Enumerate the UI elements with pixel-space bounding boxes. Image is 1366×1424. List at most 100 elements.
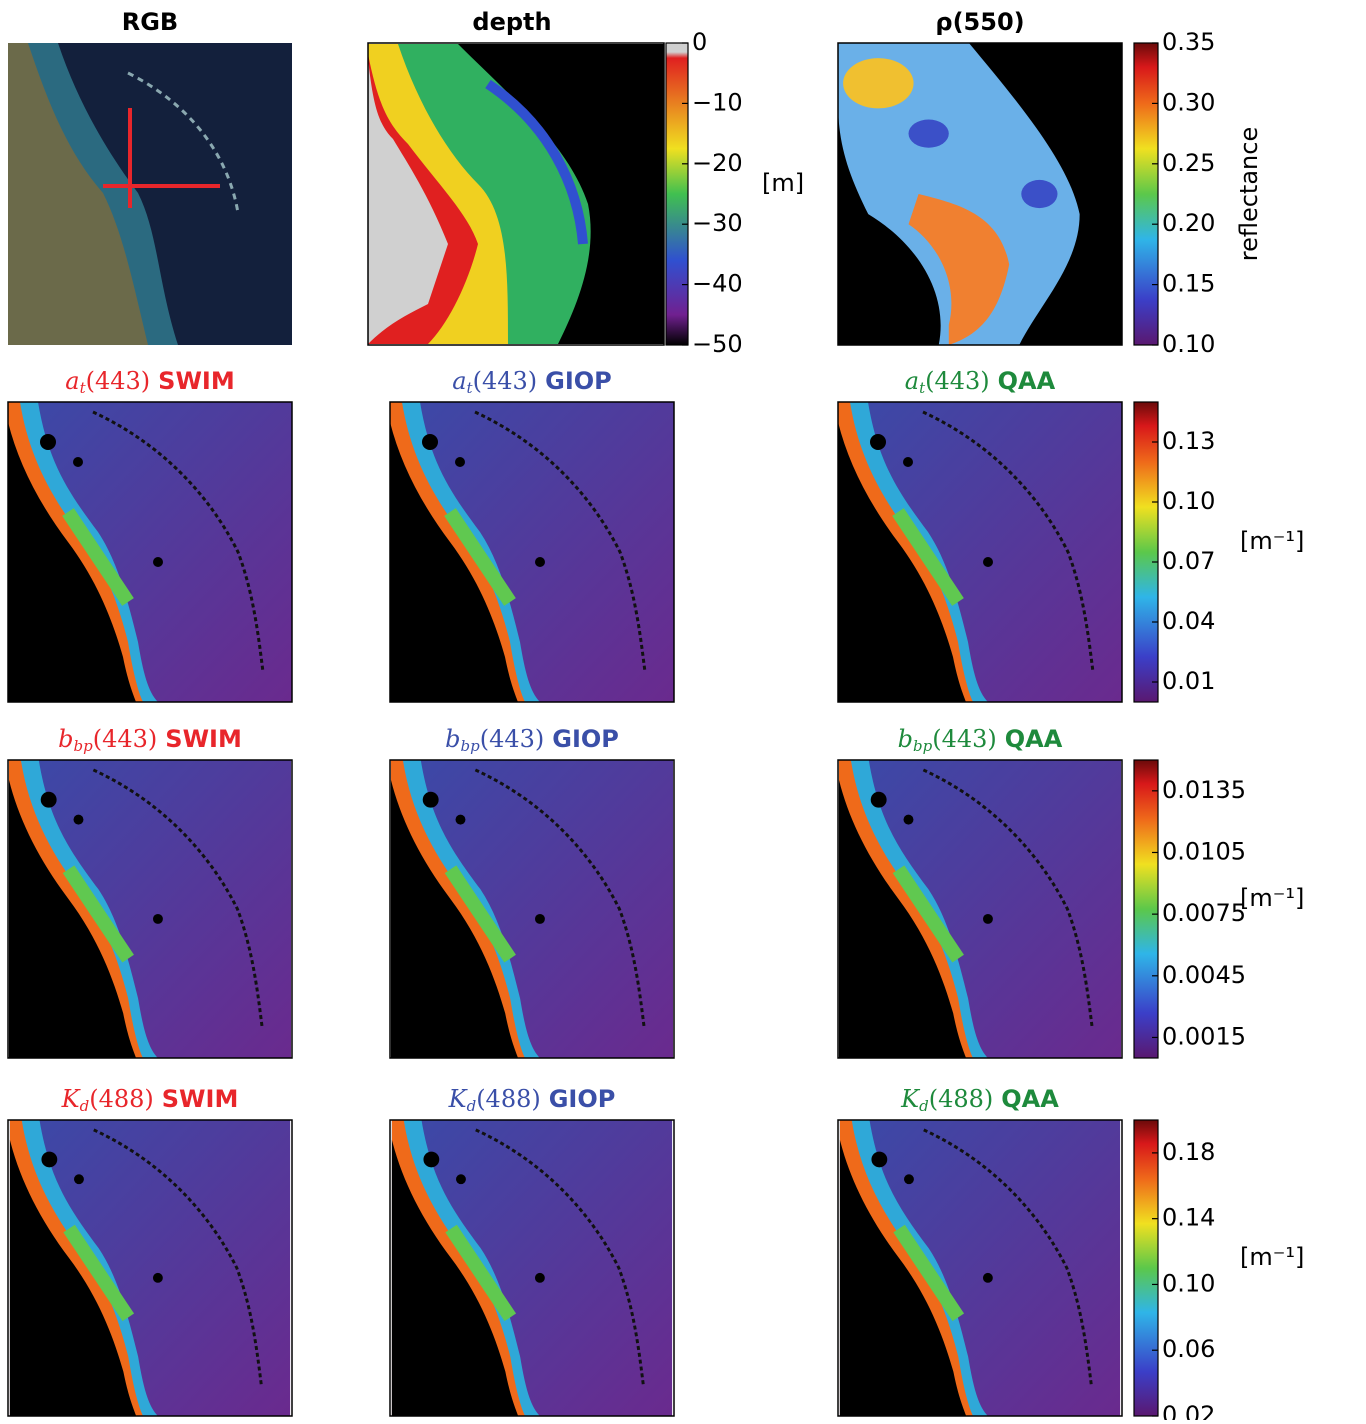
colorbar-tick-label: −20 <box>692 149 743 177</box>
title-argument: (443) <box>480 725 545 753</box>
panel-title: Kd(488) SWIM <box>61 1085 239 1116</box>
colorbar-label: [m] <box>762 169 804 197</box>
title-symbol: K <box>900 1085 921 1113</box>
title-argument: (488) <box>89 1085 154 1113</box>
map-image <box>391 760 673 1058</box>
colorbar-tick-label: −30 <box>692 209 743 237</box>
title-method: GIOP <box>552 725 619 753</box>
panel-title: RGB <box>122 8 178 36</box>
colorbar-tick-label: −10 <box>692 88 743 116</box>
colorbar-tick-label: 0.10 <box>1162 1269 1215 1297</box>
map-image <box>839 760 1121 1058</box>
colorbar-label: [m⁻¹] <box>1240 527 1304 555</box>
colorbar-tick-label: 0.14 <box>1162 1204 1215 1232</box>
colorbar <box>1133 1119 1159 1417</box>
title-method: QAA <box>1001 1085 1059 1113</box>
map-image <box>840 1120 1120 1416</box>
map-image <box>390 402 674 702</box>
colorbar-tick-label: −50 <box>692 330 743 358</box>
map-image <box>838 402 1122 702</box>
panel-title: at(443) GIOP <box>452 367 612 398</box>
title-argument: (443) <box>932 725 997 753</box>
colorbar-tick-label: 0.07 <box>1162 547 1215 575</box>
colorbar-label: reflectance <box>1235 127 1263 261</box>
title-argument: (443) <box>93 725 158 753</box>
title-argument: (488) <box>476 1085 541 1113</box>
colorbar-tick-label: 0.02 <box>1162 1401 1215 1420</box>
title-method: GIOP <box>545 367 612 395</box>
map-image <box>9 760 291 1058</box>
title-argument: (443) <box>473 367 538 395</box>
colorbar-tick-label: 0.35 <box>1162 28 1215 56</box>
title-argument: (443) <box>925 367 990 395</box>
colorbar-tick-label: 0.25 <box>1162 149 1215 177</box>
map-image <box>8 402 292 702</box>
title-subscript: bp <box>913 737 933 755</box>
colorbar-tick-label: 0.04 <box>1162 607 1215 635</box>
panel-title: Kd(488) GIOP <box>448 1085 616 1116</box>
title-symbol: a <box>452 367 466 395</box>
title-subscript: t <box>80 379 87 397</box>
title-method: QAA <box>998 367 1056 395</box>
colorbar-tick-label: 0.0015 <box>1162 1022 1246 1050</box>
colorbar <box>665 42 689 346</box>
panel-title: bbp(443) GIOP <box>445 725 619 756</box>
colorbar-tick-label: 0.0045 <box>1162 961 1246 989</box>
panel-title: bbp(443) QAA <box>898 725 1063 756</box>
title-argument: (488) <box>929 1085 994 1113</box>
title-method: SWIM <box>165 725 242 753</box>
map-frame <box>837 42 1123 346</box>
colorbar-tick-label: −40 <box>692 270 743 298</box>
colorbar-label: [m⁻¹] <box>1240 884 1304 912</box>
map-image <box>838 43 1122 345</box>
title-subscript: bp <box>460 737 480 755</box>
colorbar <box>1133 42 1159 346</box>
map-frame <box>837 759 1123 1059</box>
title-method: SWIM <box>158 367 235 395</box>
colorbar-tick-label: 0.0135 <box>1162 776 1246 804</box>
title-symbol: a <box>65 367 79 395</box>
colorbar-tick-label: 0.18 <box>1162 1138 1215 1166</box>
title-argument: (443) <box>86 367 151 395</box>
map-frame <box>367 42 665 346</box>
colorbar-tick-label: 0.0105 <box>1162 837 1246 865</box>
colorbar <box>1133 401 1159 703</box>
title-subscript: d <box>80 1097 90 1115</box>
title-subscript: d <box>919 1097 929 1115</box>
panel-title: bbp(443) SWIM <box>58 725 242 756</box>
map-frame <box>837 1119 1123 1417</box>
map-frame <box>837 401 1123 703</box>
title-method: GIOP <box>549 1085 616 1113</box>
colorbar-tick-label: 0.06 <box>1162 1335 1215 1363</box>
colorbar-tick-label: 0.10 <box>1162 330 1215 358</box>
map-frame <box>7 401 293 703</box>
title-method: SWIM <box>162 1085 239 1113</box>
colorbar-tick-label: 0.0075 <box>1162 899 1246 927</box>
title-symbol: K <box>448 1085 469 1113</box>
title-symbol: b <box>58 725 73 753</box>
title-subscript: d <box>467 1097 477 1115</box>
panel-title: at(443) QAA <box>905 367 1056 398</box>
map-image <box>10 1120 290 1416</box>
colorbar-tick-label: 0.13 <box>1162 427 1215 455</box>
title-symbol: b <box>898 725 913 753</box>
map-frame <box>7 759 293 1059</box>
title-subscript: t <box>467 379 474 397</box>
title-subscript: t <box>919 379 926 397</box>
title-method: QAA <box>1005 725 1063 753</box>
colorbar-tick-label: 0.10 <box>1162 487 1215 515</box>
map-image <box>392 1120 672 1416</box>
map-frame <box>389 401 675 703</box>
colorbar-tick-label: 0.20 <box>1162 209 1215 237</box>
title-symbol: a <box>905 367 919 395</box>
colorbar-tick-label: 0 <box>692 28 707 56</box>
map-frame <box>389 1119 675 1417</box>
colorbar-label: [m⁻¹] <box>1240 1243 1304 1271</box>
panel-title: Kd(488) QAA <box>900 1085 1059 1116</box>
map-frame <box>7 1119 293 1417</box>
colorbar-tick-label: 0.15 <box>1162 270 1215 298</box>
colorbar-tick-label: 0.30 <box>1162 88 1215 116</box>
map-image <box>8 43 292 345</box>
title-symbol: b <box>445 725 460 753</box>
